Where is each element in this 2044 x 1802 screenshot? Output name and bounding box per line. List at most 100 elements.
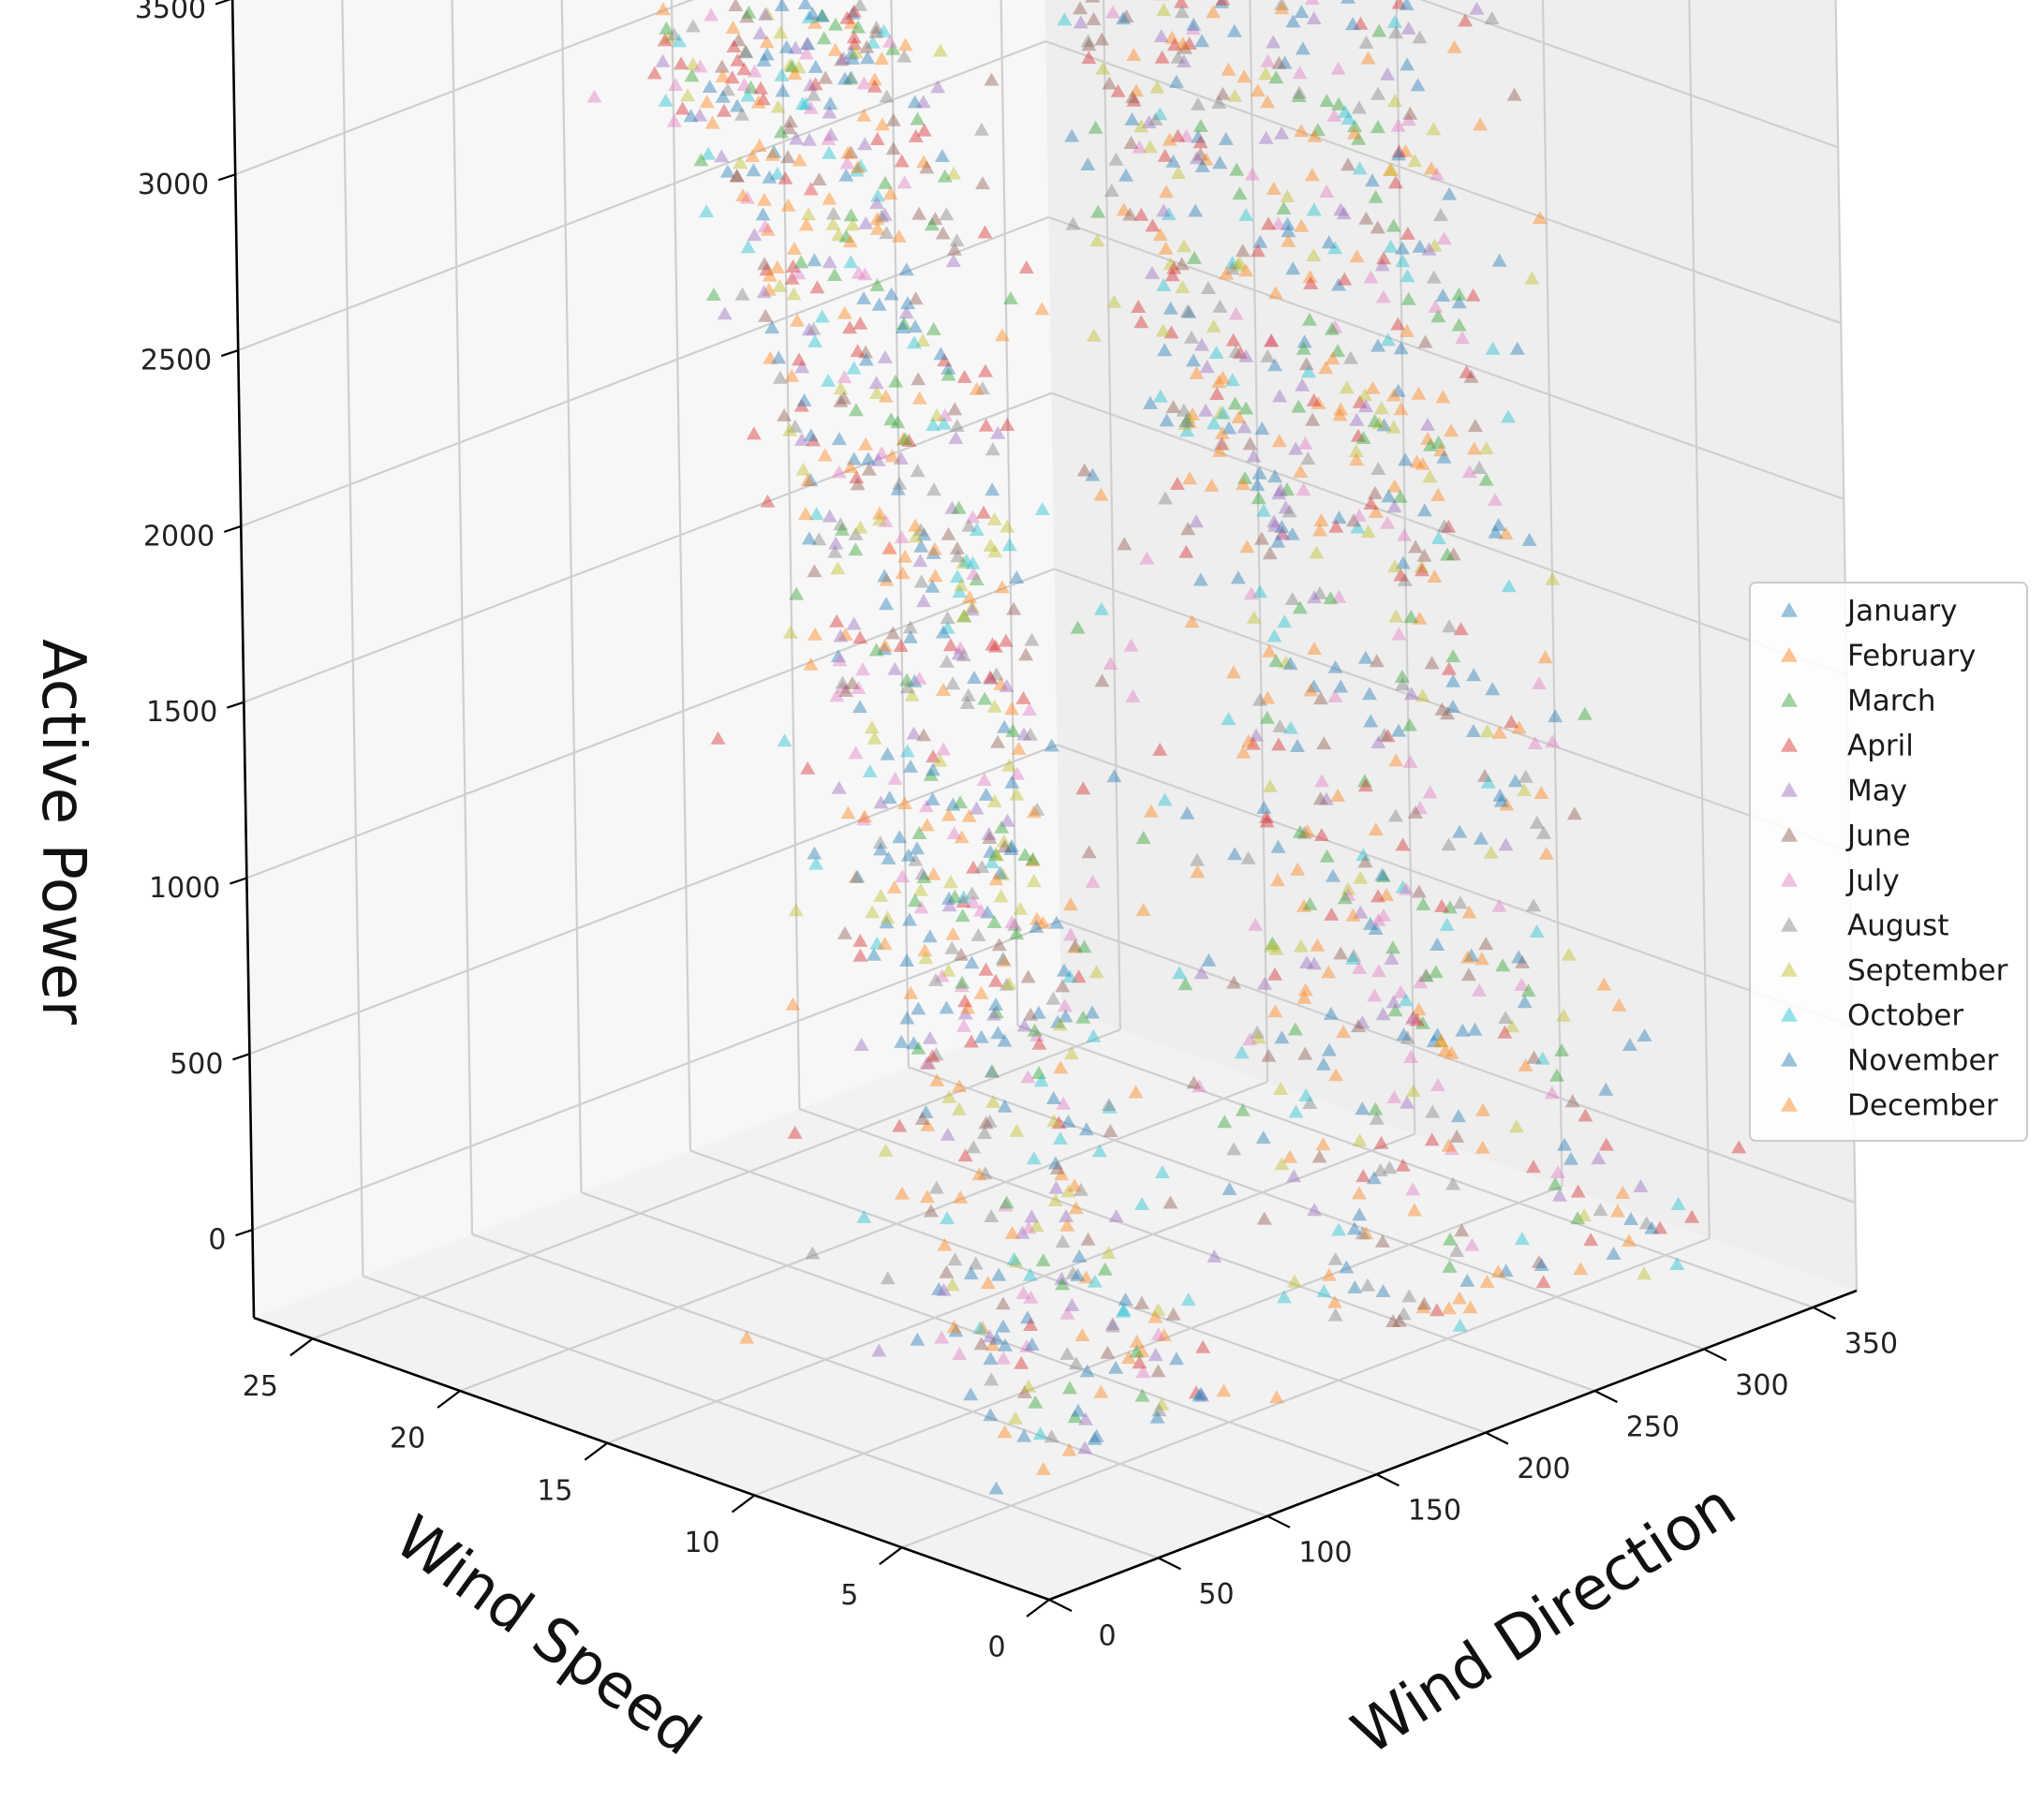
data-points [586, 0, 1747, 1495]
data-point [1199, 360, 1215, 374]
data-point [1609, 1204, 1625, 1218]
data-point [996, 953, 1012, 967]
data-point [1252, 465, 1267, 480]
data-point [1478, 441, 1494, 454]
data-point [846, 30, 862, 44]
data-point [998, 1198, 1014, 1212]
data-point [1124, 111, 1140, 126]
data-point [1044, 738, 1059, 752]
y-tick-mark [1157, 1557, 1181, 1571]
data-point [1434, 898, 1450, 912]
legend-marker [1781, 872, 1798, 887]
data-point [1186, 353, 1201, 367]
data-point [1506, 87, 1522, 101]
data-point [1491, 898, 1507, 912]
data-point [977, 691, 993, 705]
data-point [877, 175, 893, 189]
data-point [1144, 804, 1159, 818]
data-point [869, 212, 885, 226]
data-point [1073, 1, 1089, 15]
data-point [737, 44, 753, 58]
data-point [1221, 712, 1237, 726]
grid-line-floor-y [908, 1066, 1705, 1351]
data-point [1162, 132, 1178, 146]
data-point [1172, 966, 1188, 980]
data-point [927, 569, 943, 583]
data-point [1067, 939, 1083, 953]
data-point [1401, 1289, 1417, 1303]
data-point [788, 903, 804, 917]
data-point [1556, 1008, 1572, 1022]
data-point [1370, 964, 1386, 978]
z-axis-title: Active Power [28, 639, 97, 1026]
data-point [762, 268, 778, 282]
data-point [1080, 157, 1096, 170]
data-point [831, 228, 846, 242]
data-point [966, 894, 981, 908]
data-point [757, 219, 773, 233]
data-point [978, 787, 994, 801]
data-point [1365, 173, 1380, 187]
data-point [988, 872, 1004, 886]
data-point [1215, 0, 1231, 6]
data-point [1293, 938, 1309, 953]
data-point [1442, 1259, 1458, 1273]
data-point [1270, 873, 1285, 887]
data-point [782, 625, 798, 639]
data-point [1529, 924, 1545, 938]
data-point [1009, 570, 1025, 583]
data-point [800, 37, 816, 51]
data-point [957, 994, 973, 1008]
data-point [1080, 34, 1096, 48]
data-point [668, 78, 684, 91]
data-point [1386, 14, 1402, 28]
data-point [926, 545, 941, 559]
data-point [1292, 85, 1307, 99]
data-point [658, 93, 674, 107]
data-point [1473, 117, 1489, 131]
data-point [778, 170, 793, 185]
data-point [874, 209, 890, 223]
y-tick-mark [1812, 1306, 1836, 1320]
data-point [1352, 508, 1368, 522]
data-point [953, 641, 969, 655]
data-point [1097, 1262, 1113, 1276]
data-point [814, 8, 830, 22]
data-point [1004, 702, 1019, 716]
legend-label: September [1847, 954, 2008, 988]
data-point [842, 320, 858, 334]
data-point [987, 544, 1003, 558]
data-point [984, 1209, 1000, 1222]
data-point [750, 95, 766, 109]
data-point [1436, 450, 1452, 464]
data-point [1009, 787, 1025, 801]
data-point [1396, 1027, 1412, 1041]
data-point [787, 66, 803, 81]
data-point [816, 31, 832, 45]
data-point [1075, 1010, 1091, 1024]
data-point [962, 590, 978, 604]
data-point [927, 212, 943, 226]
data-point [893, 639, 909, 652]
z-tick-label: 500 [170, 1048, 223, 1081]
data-point [902, 912, 917, 926]
data-point [1227, 847, 1243, 861]
data-point [942, 638, 958, 652]
grid-line-wall-y [670, 0, 692, 1151]
data-point [874, 52, 890, 66]
legend-marker [1781, 962, 1798, 977]
data-point [1375, 1007, 1391, 1021]
data-point [1442, 619, 1458, 633]
data-point [892, 476, 908, 490]
data-point [885, 626, 901, 640]
data-point [1313, 828, 1329, 841]
data-point [1534, 1051, 1550, 1065]
data-point [821, 373, 837, 387]
data-point [1000, 418, 1015, 431]
data-point [1165, 1307, 1181, 1321]
data-point [852, 520, 868, 534]
data-point [1441, 1301, 1457, 1315]
data-point [966, 860, 981, 874]
data-point [1183, 330, 1199, 344]
data-point [1176, 54, 1192, 67]
